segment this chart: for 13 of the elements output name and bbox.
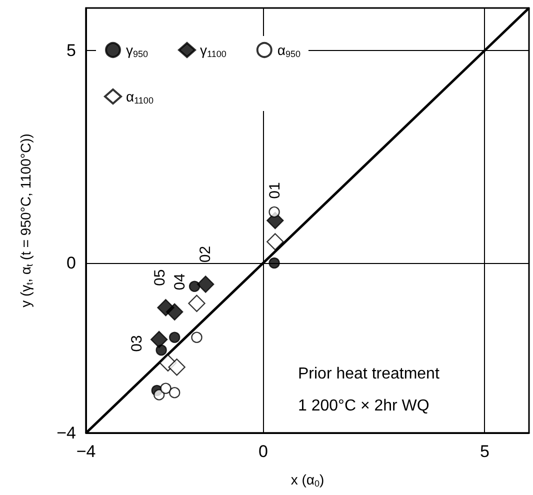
annotation: 1 200°C × 2hr WQ [298, 398, 430, 414]
annotation: 05 [152, 269, 169, 286]
annotation: 04 [172, 274, 189, 290]
y-tick-label: 5 [66, 41, 76, 60]
y-axis-title: y (γt, αt (t = 950°C, 1100°C)) [18, 134, 34, 308]
y-tick-label: −4 [56, 424, 76, 442]
annotation: 02 [197, 246, 214, 263]
annotation: 03 [128, 335, 146, 352]
x-tick-label: 0 [258, 442, 268, 461]
annotation: 01 [266, 182, 284, 199]
annotation: Prior heat treatment [298, 366, 440, 382]
x-tick-label: 5 [480, 442, 490, 461]
y-tick-label: 0 [66, 254, 76, 272]
